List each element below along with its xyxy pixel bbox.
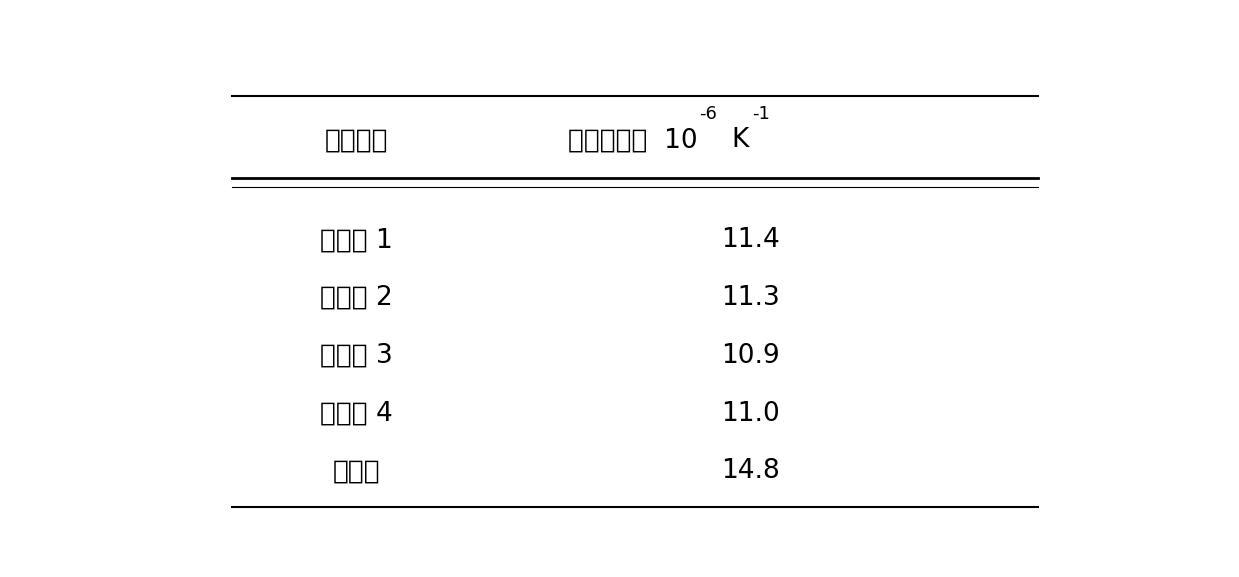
Text: 实施例 4: 实施例 4	[320, 400, 393, 426]
Text: 11.3: 11.3	[721, 285, 779, 311]
Text: 11.4: 11.4	[721, 227, 779, 253]
Text: 线胀系数，  10: 线胀系数， 10	[567, 128, 698, 153]
Text: 实施例 1: 实施例 1	[320, 227, 393, 253]
Text: K: K	[731, 128, 748, 153]
Text: 10.9: 10.9	[721, 343, 779, 369]
Text: 11.0: 11.0	[721, 400, 779, 426]
Text: 试样编号: 试样编号	[325, 128, 388, 153]
Text: 实施例 3: 实施例 3	[320, 343, 393, 369]
Text: 14.8: 14.8	[721, 458, 779, 484]
Text: -6: -6	[699, 104, 717, 123]
Text: 对比例: 对比例	[333, 458, 380, 484]
Text: 实施例 2: 实施例 2	[320, 285, 393, 311]
Text: -1: -1	[752, 104, 769, 123]
